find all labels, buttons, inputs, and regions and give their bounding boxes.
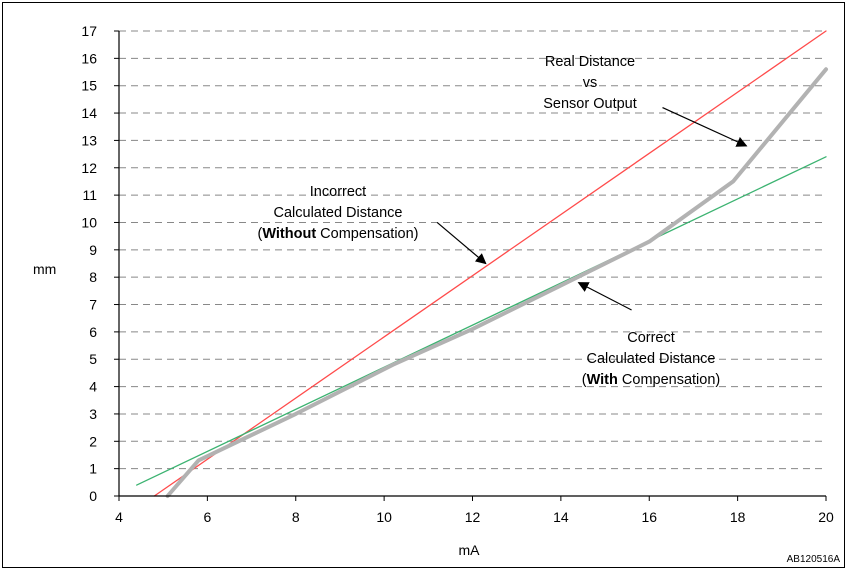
annotation-segment: vs — [583, 75, 598, 91]
x-tick-label: 18 — [730, 509, 746, 525]
y-tick-label: 10 — [81, 214, 97, 230]
annotation-text: vs — [583, 75, 598, 91]
y-tick-label: 6 — [89, 324, 97, 340]
y-tick-label: 17 — [81, 23, 97, 39]
annotation-arrow — [577, 282, 632, 311]
x-tick-label: 6 — [203, 509, 211, 525]
annotation-segment: Real Distance — [545, 54, 635, 70]
annotation-segment: Without — [262, 226, 316, 242]
annotation-text: Sensor Output — [543, 96, 637, 112]
x-tick-label: 20 — [818, 509, 834, 525]
y-tick-label: 13 — [81, 132, 97, 148]
annotation-text: Real Distance — [545, 54, 635, 70]
annotation-text: Calculated Distance — [587, 351, 716, 367]
y-axis-label: mm — [33, 261, 56, 277]
x-tick-label: 12 — [465, 509, 481, 525]
y-tick-label: 4 — [89, 379, 97, 395]
annotation-text: (Without Compensation) — [257, 226, 418, 242]
y-tick-label: 1 — [89, 461, 97, 477]
annotation-text: Correct — [627, 330, 675, 346]
y-tick-label: 3 — [89, 406, 97, 422]
annotation-segment: ( — [257, 226, 262, 242]
y-tick-label: 16 — [81, 50, 97, 66]
annotation-text: (With Compensation) — [582, 372, 720, 388]
x-tick-label: 8 — [292, 509, 300, 525]
y-tick-label: 7 — [89, 297, 97, 313]
annotation-segment: Calculated Distance — [587, 351, 716, 367]
x-tick-label: 10 — [376, 509, 392, 525]
y-tick-label: 9 — [89, 242, 97, 258]
annotation-segment: Compensation) — [618, 372, 720, 388]
y-tick-label: 11 — [82, 187, 97, 203]
series-group — [136, 30, 828, 498]
y-tick-label: 15 — [81, 78, 97, 94]
series-line-1 — [136, 156, 827, 486]
x-tick-label: 4 — [115, 509, 123, 525]
annotation-1: Incorrect Calculated Distance (Without Com… — [257, 184, 487, 265]
x-tick-label: 16 — [641, 509, 657, 525]
y-tick-label: 12 — [81, 160, 97, 176]
annotation-arrow — [662, 107, 748, 147]
y-tick-label: 0 — [89, 488, 97, 504]
annotation-segment: Compensation) — [316, 226, 418, 242]
annotation-segment: Sensor Output — [543, 96, 637, 112]
series-line-0 — [153, 30, 827, 497]
y-tick-label: 2 — [89, 433, 97, 449]
annotation-segment: Incorrect — [310, 184, 366, 200]
series-line-2 — [165, 67, 828, 498]
annotation-text: Incorrect — [310, 184, 366, 200]
annotation-0: Real Distance vs Sensor Output — [543, 54, 748, 147]
gridlines — [119, 30, 826, 470]
y-tick-label: 8 — [89, 269, 97, 285]
annotations: Real Distance vs Sensor Output Incorrect Cal… — [257, 54, 748, 388]
x-axis-label: mA — [459, 542, 481, 558]
y-tick-label: 5 — [89, 351, 97, 367]
annotation-segment: Calculated Distance — [274, 205, 403, 221]
x-tick-label: 14 — [553, 509, 569, 525]
axes — [114, 30, 827, 501]
reference-code: AB120516A — [787, 554, 841, 565]
y-tick-label: 14 — [81, 105, 97, 121]
annotation-segment: ( — [582, 372, 587, 388]
tick-labels: 4 6 8 10 12 14 16 18 200123456789101112131415161… — [81, 23, 834, 525]
annotation-segment: With — [587, 372, 618, 388]
annotation-text: Calculated Distance — [274, 205, 403, 221]
annotation-segment: Correct — [627, 330, 675, 346]
annotation-arrow — [436, 222, 487, 265]
